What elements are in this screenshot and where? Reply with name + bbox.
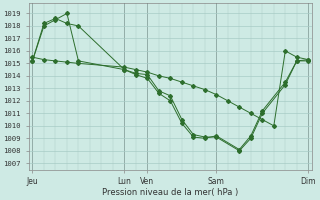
- X-axis label: Pression niveau de la mer( hPa ): Pression niveau de la mer( hPa ): [102, 188, 238, 197]
